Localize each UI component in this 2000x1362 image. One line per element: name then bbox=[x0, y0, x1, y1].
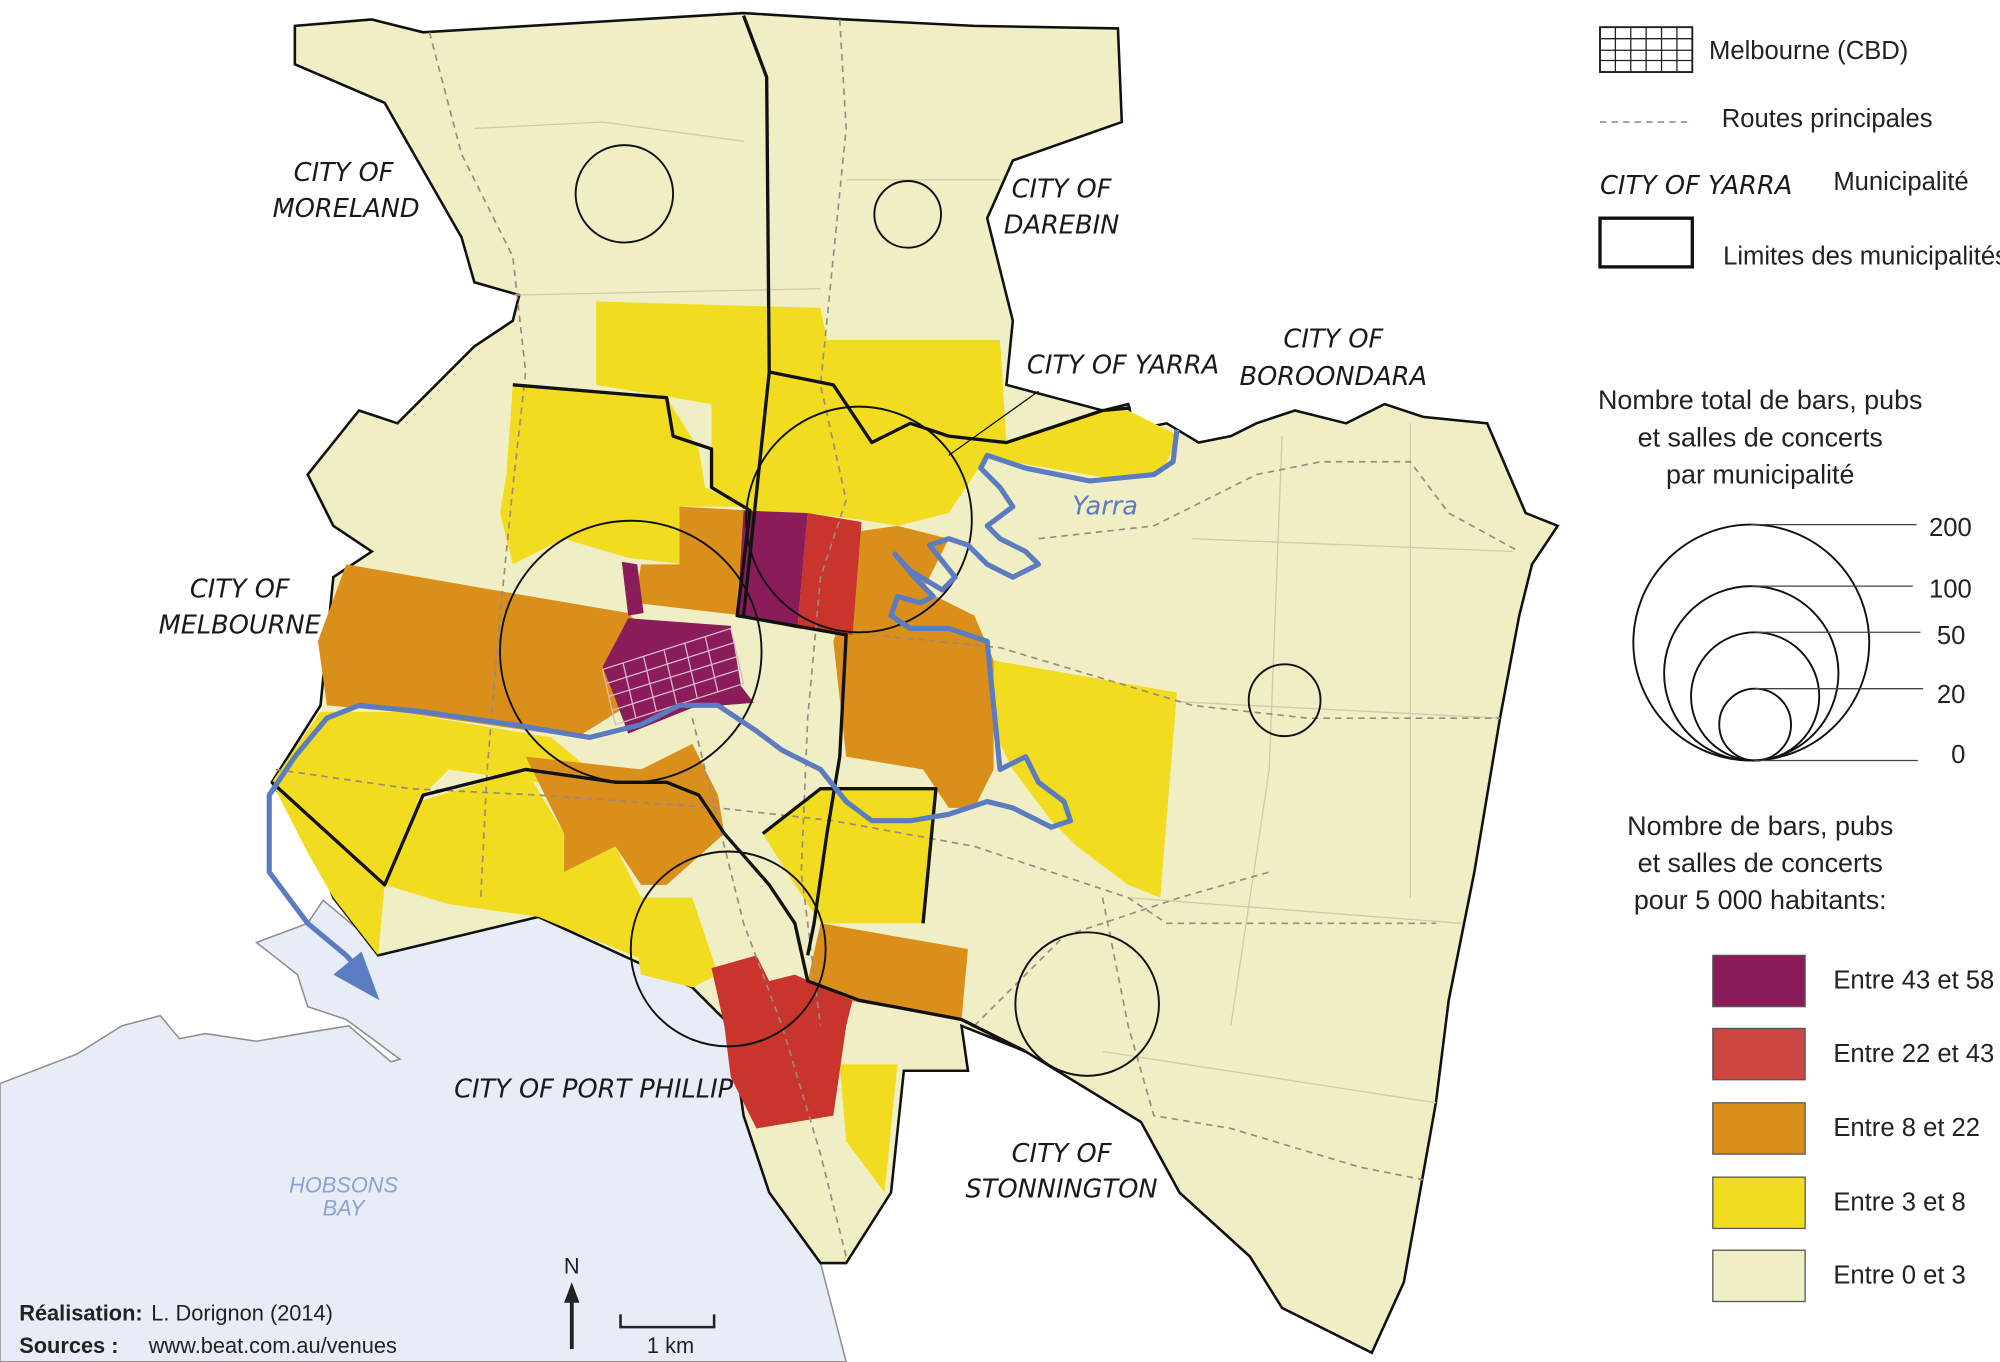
label-moreland-1: CITY OF bbox=[294, 158, 395, 188]
legend-rate-title-3: pour 5 000 habitants: bbox=[1634, 885, 1887, 915]
scale-label: 1 km bbox=[647, 1333, 694, 1358]
legend-total-100: 100 bbox=[1929, 576, 1972, 604]
legend-class-label: Entre 0 et 3 bbox=[1833, 1262, 1965, 1290]
label-river: Yarra bbox=[1072, 491, 1138, 521]
class-22-43-areas bbox=[711, 513, 862, 1129]
circle-darebin bbox=[873, 180, 942, 249]
credit-sources-label: Sources : bbox=[19, 1333, 118, 1358]
label-yarra: CITY OF YARRA bbox=[1027, 350, 1219, 380]
legend-total-200: 200 bbox=[1929, 514, 1972, 542]
legend-class-label: Entre 3 et 8 bbox=[1833, 1188, 1965, 1216]
legend-total-title-3: par municipalité bbox=[1666, 460, 1854, 490]
yarra-label-leader bbox=[948, 390, 1039, 456]
circle-stonnington bbox=[1014, 931, 1160, 1077]
legend-rate-title-1: Nombre de bars, pubs bbox=[1627, 811, 1893, 841]
label-darebin-1: CITY OF bbox=[1012, 175, 1113, 205]
legend-class-swatch bbox=[1712, 1176, 1806, 1230]
legend-class-swatch bbox=[1712, 1027, 1806, 1081]
credit-author-label: Réalisation: bbox=[19, 1301, 142, 1326]
legend-rate-title-2: et salles de concerts bbox=[1638, 848, 1883, 878]
legend-class-label: Entre 22 et 43 bbox=[1833, 1040, 1994, 1068]
label-boroondara-2: BOROONDARA bbox=[1239, 362, 1427, 392]
legend-total-title-2: et salles de concerts bbox=[1638, 422, 1883, 452]
label-moreland-2: MORELAND bbox=[273, 194, 420, 224]
label-stonnington-2: STONNINGTON bbox=[966, 1175, 1158, 1205]
municipality-boundaries bbox=[270, 15, 1131, 1054]
legend-circles bbox=[1632, 523, 1871, 762]
legend-boundary-label: Limites des municipalités bbox=[1723, 242, 2000, 270]
legend-total-20: 20 bbox=[1937, 681, 1966, 709]
legend-total-0: 0 bbox=[1951, 741, 1965, 769]
label-boroondara-1: CITY OF bbox=[1283, 325, 1384, 355]
legend-class-swatch bbox=[1712, 1102, 1806, 1155]
circle-port-phillip bbox=[629, 850, 827, 1048]
credit-sources-value: www.beat.com.au/venues bbox=[148, 1333, 397, 1358]
yarra-river bbox=[266, 429, 1180, 983]
credit-sources: Sources : www.beat.com.au/venues bbox=[19, 1333, 397, 1358]
legend-class-swatch bbox=[1712, 954, 1806, 1008]
legend-class-label: Entre 43 et 58 bbox=[1833, 967, 1994, 995]
credit-author: Réalisation: L. Dorignon (2014) bbox=[19, 1301, 333, 1326]
legend-boundary-swatch bbox=[1598, 216, 1694, 269]
class-8-22-areas bbox=[317, 506, 994, 1020]
circle-boroondara bbox=[1247, 663, 1322, 738]
legend-municipality-label: Municipalité bbox=[1833, 168, 1968, 196]
legend-cbd-label: Melbourne (CBD) bbox=[1709, 37, 1908, 65]
credit-author-value: L. Dorignon (2014) bbox=[151, 1301, 333, 1326]
proportional-circles bbox=[499, 144, 1322, 1077]
river-arrow-head bbox=[333, 951, 380, 1001]
circle-melbourne bbox=[499, 519, 763, 784]
legend-cbd-swatch bbox=[1599, 26, 1694, 73]
label-stonnington-1: CITY OF bbox=[1012, 1139, 1113, 1169]
label-port-phillip: CITY OF PORT PHILLIP bbox=[454, 1075, 734, 1105]
circle-yarra bbox=[745, 405, 973, 634]
legend-class-label: Entre 8 et 22 bbox=[1833, 1114, 1980, 1142]
legend-road-label: Routes principales bbox=[1722, 105, 1933, 133]
label-darebin-2: DAREBIN bbox=[1004, 211, 1120, 241]
legend-total-50: 50 bbox=[1937, 622, 1966, 650]
scale-bar bbox=[619, 1314, 716, 1329]
legend-municipality-sample: CITY OF YARRA bbox=[1600, 171, 1792, 201]
cbd-grid bbox=[601, 627, 745, 726]
legend-class-swatch bbox=[1712, 1249, 1806, 1303]
label-melbourne-1: CITY OF bbox=[190, 575, 291, 605]
label-melbourne-2: MELBOURNE bbox=[159, 611, 322, 641]
label-bay-2: BAY bbox=[323, 1196, 366, 1221]
label-bay-1: HOBSONS bbox=[289, 1173, 398, 1198]
north-label: N bbox=[564, 1253, 580, 1278]
legend-total-title-1: Nombre total de bars, pubs bbox=[1598, 385, 1923, 415]
circle-moreland bbox=[574, 144, 675, 244]
legend: Melbourne (CBD) Routes principales CITY … bbox=[1598, 26, 2000, 1303]
legend-circle-leaders bbox=[1751, 523, 1924, 762]
north-arrow-icon bbox=[564, 1282, 580, 1349]
